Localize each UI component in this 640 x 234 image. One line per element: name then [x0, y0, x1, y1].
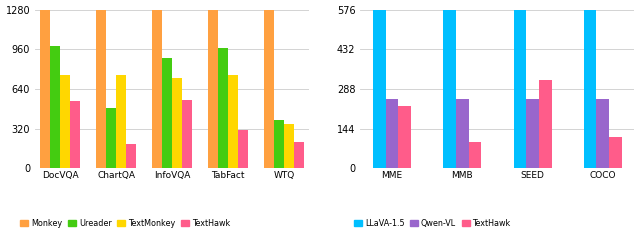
Bar — [584, 10, 596, 168]
Bar — [126, 144, 136, 168]
Bar — [264, 10, 274, 168]
Bar — [96, 10, 106, 168]
Legend: Monkey, Ureader, TextMonkey, TextHawk: Monkey, Ureader, TextMonkey, TextHawk — [17, 216, 234, 231]
Bar — [60, 75, 70, 168]
Bar — [162, 58, 172, 168]
Bar — [238, 130, 248, 168]
Bar — [444, 10, 456, 168]
Bar — [116, 75, 126, 168]
Bar — [70, 101, 81, 168]
Bar — [468, 142, 481, 168]
Bar — [106, 108, 116, 168]
Bar — [373, 10, 386, 168]
Bar — [274, 120, 284, 168]
Bar — [152, 10, 162, 168]
Bar — [172, 78, 182, 168]
Bar — [539, 80, 552, 168]
Bar — [218, 48, 228, 168]
Bar — [284, 124, 294, 168]
Legend: LLaVA-1.5, Qwen-VL, TextHawk: LLaVA-1.5, Qwen-VL, TextHawk — [351, 216, 514, 231]
Bar — [228, 75, 238, 168]
Bar — [609, 137, 622, 168]
Bar — [40, 10, 50, 168]
Bar — [182, 100, 192, 168]
Bar — [294, 142, 304, 168]
Bar — [526, 99, 539, 168]
Bar — [456, 99, 468, 168]
Bar — [50, 46, 60, 168]
Bar — [398, 106, 411, 168]
Bar — [513, 10, 526, 168]
Bar — [208, 10, 218, 168]
Bar — [596, 99, 609, 168]
Bar — [386, 99, 398, 168]
